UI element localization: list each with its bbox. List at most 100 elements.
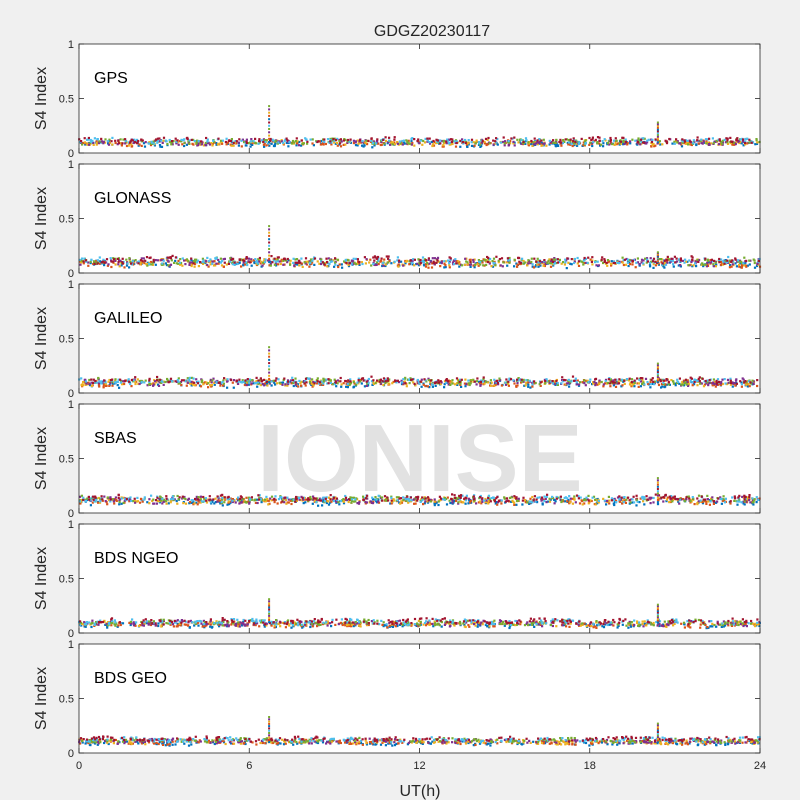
data-point: [572, 137, 575, 140]
data-point: [380, 259, 383, 262]
data-point: [280, 140, 283, 143]
data-point: [714, 261, 717, 264]
data-point: [160, 145, 164, 148]
data-point: [192, 503, 195, 506]
data-point: [387, 261, 390, 264]
data-point: [287, 498, 290, 501]
data-point: [352, 625, 355, 628]
data-point: [301, 265, 304, 268]
data-point: [426, 140, 429, 143]
data-point: [269, 260, 272, 263]
data-point: [302, 498, 305, 501]
data-point: [371, 498, 375, 501]
data-point: [531, 385, 534, 388]
data-point: [640, 138, 643, 141]
data-point: [248, 502, 251, 505]
data-point: [469, 501, 472, 504]
data-point: [245, 383, 249, 386]
data-point: [709, 500, 712, 503]
data-point: [134, 382, 137, 386]
axes-background: [79, 164, 760, 273]
data-point: [295, 499, 298, 502]
data-point: [631, 263, 634, 266]
data-point: [667, 380, 670, 383]
data-point: [165, 264, 168, 267]
data-point: [153, 142, 156, 145]
data-point: [692, 139, 695, 142]
data-point: [160, 381, 163, 384]
data-point: [704, 138, 708, 141]
data-point: [545, 378, 548, 381]
data-point: [216, 500, 219, 503]
data-point: [365, 501, 368, 504]
data-point: [319, 497, 322, 500]
data-point: [152, 260, 155, 263]
data-point: [241, 138, 244, 141]
data-point: [133, 497, 136, 500]
data-point: [738, 265, 741, 268]
data-point: [466, 263, 470, 266]
data-point: [686, 139, 689, 142]
data-point: [84, 378, 87, 381]
data-point: [391, 141, 394, 144]
data-point: [612, 499, 615, 502]
data-point: [126, 262, 129, 265]
data-point: [130, 499, 133, 502]
data-point: [494, 502, 497, 505]
data-point: [304, 380, 307, 383]
spike-point: [656, 141, 659, 144]
data-point: [167, 264, 170, 267]
data-point: [522, 262, 525, 265]
data-point: [162, 498, 165, 501]
data-point: [88, 497, 92, 500]
data-point: [468, 383, 471, 387]
data-point: [372, 256, 375, 259]
data-point: [664, 139, 667, 142]
data-point: [443, 386, 446, 389]
data-point: [339, 499, 343, 503]
data-point: [161, 497, 164, 500]
data-point: [587, 502, 590, 505]
data-point: [136, 378, 139, 381]
data-point: [433, 257, 436, 260]
data-point: [621, 384, 624, 387]
data-point: [424, 385, 427, 388]
data-point: [743, 264, 746, 267]
data-point: [418, 142, 421, 145]
data-point: [377, 259, 380, 262]
data-point: [505, 261, 508, 264]
data-point: [318, 499, 321, 502]
data-point: [696, 136, 699, 139]
data-point: [171, 254, 174, 257]
data-point: [188, 263, 191, 266]
data-point: [114, 379, 117, 382]
data-point: [299, 498, 302, 502]
data-point: [427, 263, 430, 266]
data-point: [620, 496, 623, 499]
data-point: [114, 263, 117, 266]
data-point: [659, 143, 662, 146]
data-point: [593, 380, 596, 384]
data-point: [535, 498, 538, 501]
data-point: [720, 263, 723, 266]
data-point: [702, 498, 705, 501]
data-point: [184, 498, 187, 501]
data-point: [722, 498, 725, 501]
data-point: [220, 264, 224, 267]
data-point: [473, 499, 476, 502]
data-point: [499, 264, 502, 267]
data-point: [335, 385, 338, 388]
data-point: [661, 263, 664, 266]
data-point: [280, 260, 283, 263]
data-point: [423, 378, 426, 381]
data-point: [99, 497, 102, 500]
data-point: [659, 380, 662, 383]
data-point: [119, 259, 122, 262]
data-point: [752, 380, 755, 383]
data-point: [313, 263, 316, 266]
data-point: [257, 494, 260, 497]
data-point: [86, 143, 89, 146]
data-point: [219, 261, 222, 264]
data-point: [472, 260, 475, 263]
data-point: [264, 140, 267, 144]
